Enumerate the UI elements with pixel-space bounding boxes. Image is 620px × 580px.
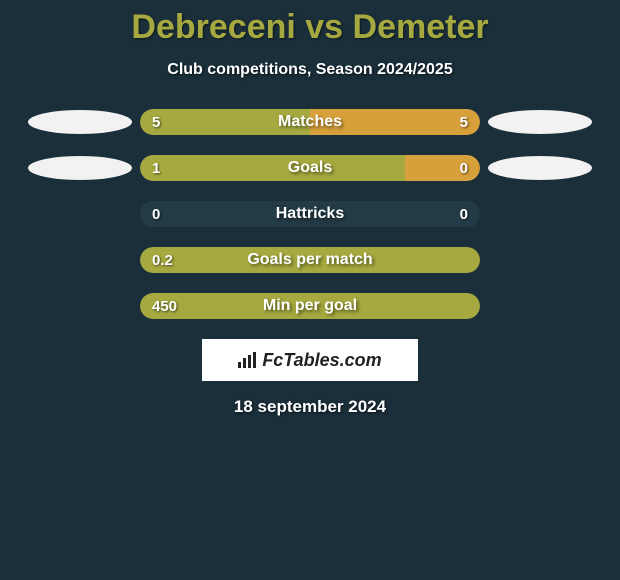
- stat-bar: 0.2Goals per match: [140, 247, 480, 273]
- logo-slot-right: [480, 156, 600, 180]
- stat-label: Hattricks: [140, 201, 480, 227]
- logo-slot-right: [480, 110, 600, 134]
- brand-text: FcTables.com: [262, 350, 381, 371]
- team-logo-left: [28, 156, 132, 180]
- stat-row: 55Matches: [0, 109, 620, 135]
- team-logo-left: [28, 110, 132, 134]
- stat-row: 450Min per goal: [0, 293, 620, 319]
- stat-label: Goals per match: [140, 247, 480, 273]
- stat-row: 00Hattricks: [0, 201, 620, 227]
- stat-label: Min per goal: [140, 293, 480, 319]
- team-logo-right: [488, 110, 592, 134]
- brand-box[interactable]: FcTables.com: [202, 339, 418, 381]
- stat-bar: 450Min per goal: [140, 293, 480, 319]
- stat-row: 0.2Goals per match: [0, 247, 620, 273]
- brand-label: FcTables.com: [238, 350, 381, 371]
- subtitle: Club competitions, Season 2024/2025: [0, 61, 620, 79]
- stat-label: Goals: [140, 155, 480, 181]
- page-title: Debreceni vs Demeter: [0, 8, 620, 47]
- logo-slot-left: [20, 110, 140, 134]
- stat-label: Matches: [140, 109, 480, 135]
- stat-bar: 00Hattricks: [140, 201, 480, 227]
- comparison-card: Debreceni vs Demeter Club competitions, …: [0, 0, 620, 417]
- stat-bar: 10Goals: [140, 155, 480, 181]
- date-label: 18 september 2024: [0, 397, 620, 417]
- stat-bar: 55Matches: [140, 109, 480, 135]
- team-logo-right: [488, 156, 592, 180]
- bar-chart-icon: [238, 352, 258, 368]
- stats-rows: 55Matches 10Goals 00Hattricks 0.2Goals per …: [0, 109, 620, 319]
- logo-slot-left: [20, 156, 140, 180]
- stat-row: 10Goals: [0, 155, 620, 181]
